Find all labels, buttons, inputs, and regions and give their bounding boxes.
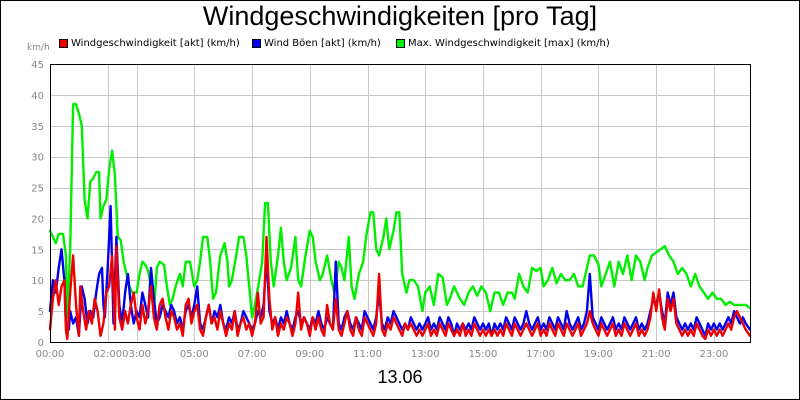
y-tick-label: 45 [31,60,44,71]
y-tick-label: 35 [31,122,44,133]
chart-title: Windgeschwindigkeiten [pro Tag] [202,1,598,31]
legend-label-wind-speed: Windgeschwindigkeit [akt] (km/h) [71,38,240,49]
legend-swatch-wind-gusts [252,39,261,48]
y-axis-unit-label: km/h [27,43,50,53]
legend-item-max-wind-speed: Max. Windgeschwindigkeit [max] (km/h) [396,38,610,49]
legend-item-wind-speed: Windgeschwindigkeit [akt] (km/h) [59,38,240,49]
x-tick-label: 09:00 [295,349,324,360]
y-tick-label: 25 [31,184,44,195]
series-line-0 [48,102,752,319]
plot-area-border [50,64,751,343]
legend-item-wind-gusts: Wind Böen [akt] (km/h) [252,38,381,49]
legend-label-max-wind-speed: Max. Windgeschwindigkeit [max] (km/h) [408,38,610,49]
x-tick-label: 03:00 [122,349,151,360]
x-tick-label: 21:00 [642,349,671,360]
series-line-2 [48,235,752,341]
y-tick-label: 20 [31,214,44,225]
legend-swatch-wind-speed [59,39,68,48]
axis-tick-labels: 0 5 10 15 20 25 30 35 40 45 00:00 02:00 03:00 05:00 07… [31,60,728,360]
x-axis-date-label: 13.06 [377,367,423,387]
x-tick-label: 13:00 [411,349,440,360]
x-tick-label: 15:00 [469,349,498,360]
x-tick-label: 23:00 [700,349,729,360]
data-series [48,102,752,341]
x-tick-label: 11:00 [353,349,382,360]
y-tick-label: 5 [38,307,44,318]
series-line-1 [48,204,752,337]
legend-label-wind-gusts: Wind Böen [akt] (km/h) [264,38,381,49]
y-tick-label: 15 [31,245,44,256]
y-tick-label: 40 [31,91,44,102]
x-tick-label: 19:00 [584,349,613,360]
y-tick-label: 0 [38,338,44,349]
x-tick-label: 17:00 [526,349,555,360]
y-tick-label: 10 [31,276,44,287]
y-tick-label: 30 [31,153,44,164]
x-tick-label: 00:00 [36,349,65,360]
legend-swatch-max-wind-speed [396,39,405,48]
x-tick-label: 02:00 [93,349,122,360]
x-tick-label: 05:00 [180,349,209,360]
x-tick-label: 07:00 [238,349,267,360]
